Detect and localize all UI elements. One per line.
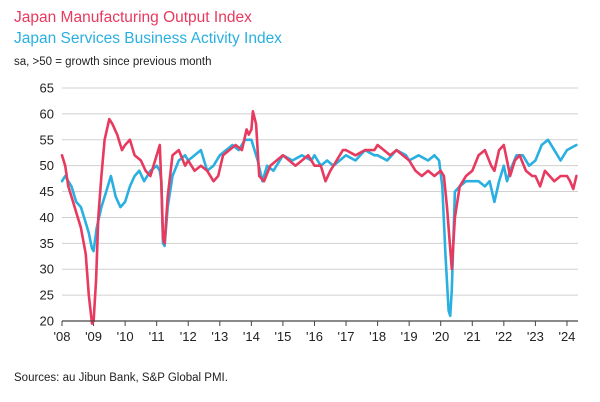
x-tick-label: '23 (527, 329, 544, 344)
x-tick-label: '08 (54, 329, 71, 344)
x-tick-label: '09 (85, 329, 102, 344)
y-tick-label: 40 (40, 210, 54, 225)
x-tick-label: '19 (401, 329, 418, 344)
x-tick-label: '20 (432, 329, 449, 344)
series-line-services (60, 138, 578, 318)
x-tick-label: '17 (338, 329, 355, 344)
x-tick-label: '24 (558, 329, 575, 344)
y-tick-label: 35 (40, 236, 54, 251)
y-tick-label: 55 (40, 132, 54, 147)
y-axis-ticks: 20 25 30 35 40 45 50 55 60 65 (40, 81, 54, 329)
x-tick-label: '12 (180, 329, 197, 344)
chart-source: Sources: au Jibun Bank, S&P Global PMI. (14, 372, 228, 384)
y-tick-label: 45 (40, 184, 54, 199)
x-tick-label: '21 (464, 329, 481, 344)
x-tick-label: '10 (117, 329, 134, 344)
x-tick-label: '15 (274, 329, 291, 344)
y-tick-label: 50 (40, 158, 54, 173)
chart-title: Japan Manufacturing Output Index (14, 9, 252, 26)
x-tick-label: '13 (211, 329, 228, 344)
gridlines (62, 87, 578, 296)
y-tick-label: 25 (40, 288, 54, 303)
x-tick-label: '22 (495, 329, 512, 344)
x-tick-label: '11 (149, 329, 165, 344)
chart-subtitle: Japan Services Business Activity Index (14, 30, 282, 47)
x-axis-ticks: '08 '09 '10 '11 '12 '13 '14 '15 '16 '17 '18 '19 '20 '… (54, 321, 575, 344)
y-tick-label: 60 (40, 106, 54, 121)
series-line-manufacturing (60, 110, 578, 325)
x-tick-label: '14 (243, 329, 260, 344)
y-tick-label: 20 (40, 314, 54, 329)
x-tick-label: '18 (369, 329, 386, 344)
series-lines (60, 110, 578, 325)
y-tick-label: 30 (40, 262, 54, 277)
y-tick-label: 65 (40, 81, 54, 96)
chart-note: sa, >50 = growth since previous month (14, 56, 212, 68)
x-tick-label: '16 (306, 329, 323, 344)
